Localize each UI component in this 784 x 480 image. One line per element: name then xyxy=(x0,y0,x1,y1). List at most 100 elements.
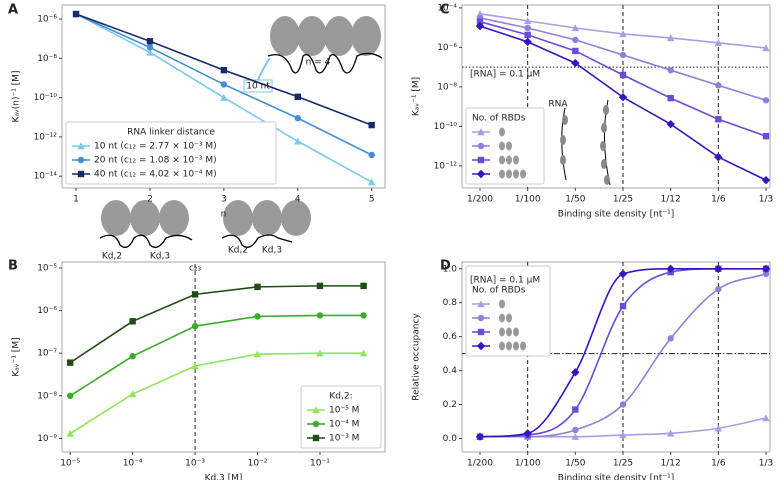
legend-marker xyxy=(77,156,85,164)
panel-letter: A xyxy=(8,3,18,18)
marker xyxy=(619,71,627,79)
marker xyxy=(66,359,74,366)
y-tick-label: 10⁻¹² xyxy=(34,132,58,142)
marker xyxy=(571,433,580,440)
x-tick-label: 1/50 xyxy=(565,459,585,469)
marker xyxy=(762,44,770,52)
annotation: n = 4 xyxy=(306,58,331,68)
plot-frame xyxy=(461,4,771,189)
marker xyxy=(254,283,261,291)
x-tick-label: 10⁻² xyxy=(248,459,268,469)
marker xyxy=(714,39,723,47)
series-line xyxy=(69,285,364,364)
y-tick-label: 10⁻⁶ xyxy=(37,306,57,316)
marker xyxy=(294,93,301,101)
legend-marker xyxy=(77,142,85,150)
legend-icon xyxy=(520,341,526,351)
legend-icon xyxy=(499,313,505,323)
marker xyxy=(715,285,722,293)
legend-marker xyxy=(476,341,486,351)
plot-frame xyxy=(61,261,386,453)
legend-box xyxy=(65,121,277,185)
marker xyxy=(523,37,532,47)
marker xyxy=(715,82,722,89)
x-tick-label: 1/100 xyxy=(515,459,541,469)
marker xyxy=(360,312,367,319)
marker xyxy=(667,94,674,102)
marker xyxy=(360,282,367,290)
legend-icon xyxy=(499,169,505,179)
marker xyxy=(667,335,674,342)
legend-icon xyxy=(499,127,505,137)
marker xyxy=(220,66,228,74)
series-line xyxy=(69,314,364,397)
x-tick-label: 5 xyxy=(369,195,375,205)
legend-icon xyxy=(499,299,505,309)
marker xyxy=(666,119,675,129)
legend-marker xyxy=(77,170,85,178)
marker xyxy=(523,17,532,25)
legend-icon xyxy=(520,169,526,179)
legend-box xyxy=(300,385,382,449)
y-tick-label: 10⁻⁷ xyxy=(37,349,57,359)
y-axis-label: Kₐᵥ⁻¹ [M] xyxy=(12,337,22,376)
marker xyxy=(316,282,324,290)
legend-icon xyxy=(513,169,519,179)
legend-label: 40 nt (c₁₂ = 4.02 × 10⁻⁴ M) xyxy=(94,170,217,180)
marker xyxy=(476,10,484,18)
x-tick-label: 2 xyxy=(147,195,153,205)
marker xyxy=(572,47,579,55)
reference-label: [RNA] = 0.1 μM xyxy=(470,70,540,80)
marker xyxy=(294,137,302,145)
marker xyxy=(146,48,154,56)
y-tick-label: 10⁻⁸ xyxy=(437,82,457,92)
marker xyxy=(316,312,324,319)
x-tick-label: 1/50 xyxy=(565,195,585,205)
x-tick-label: 1/3 xyxy=(759,195,773,205)
marker xyxy=(524,31,531,39)
legend-title: No. of RBDs xyxy=(472,114,526,124)
y-tick-label: 10⁻⁸ xyxy=(37,54,57,64)
x-tick-label: 1/25 xyxy=(613,195,633,205)
legend-icon xyxy=(506,313,512,323)
legend-marker xyxy=(477,156,485,164)
marker xyxy=(359,349,368,357)
marker xyxy=(666,34,675,42)
y-tick-label: 0.8 xyxy=(443,298,458,308)
y-tick-label: 10⁻⁹ xyxy=(37,434,57,444)
marker xyxy=(66,392,74,400)
x-axis-label: Kd,3 [M] xyxy=(205,474,243,480)
annotation: RNA xyxy=(548,100,568,110)
marker xyxy=(476,18,484,25)
marker xyxy=(191,291,199,298)
legend-icon xyxy=(499,155,505,165)
legend-icon xyxy=(513,327,519,337)
x-axis-label: n xyxy=(221,210,227,220)
x-tick-label: 1/200 xyxy=(467,195,493,205)
y-tick-label: 0.0 xyxy=(443,434,458,444)
y-tick-label: 10⁻¹² xyxy=(434,161,458,171)
x-tick-label: 10⁻⁴ xyxy=(123,459,143,469)
marker xyxy=(715,116,722,123)
reference-label: c₂₃ xyxy=(189,264,202,274)
y-tick-label: 10⁻⁵ xyxy=(37,263,57,273)
marker xyxy=(368,151,375,159)
y-tick-label: 1.0 xyxy=(443,264,458,274)
marker xyxy=(714,264,723,273)
y-tick-label: 0.6 xyxy=(443,332,458,342)
marker xyxy=(571,24,580,32)
annotation: Kd,3 xyxy=(150,252,170,262)
marker xyxy=(619,431,627,439)
legend-marker xyxy=(477,328,485,336)
marker xyxy=(572,36,579,44)
marker xyxy=(571,58,580,68)
marker xyxy=(146,38,154,45)
annotation: Kd,3 xyxy=(262,246,282,256)
x-tick-label: 1/6 xyxy=(711,195,726,205)
legend-icon xyxy=(506,169,512,179)
legend-marker xyxy=(477,314,485,322)
marker xyxy=(714,424,723,432)
marker xyxy=(619,302,627,310)
marker xyxy=(618,93,628,102)
legend-label: 10⁻³ M xyxy=(329,434,359,444)
